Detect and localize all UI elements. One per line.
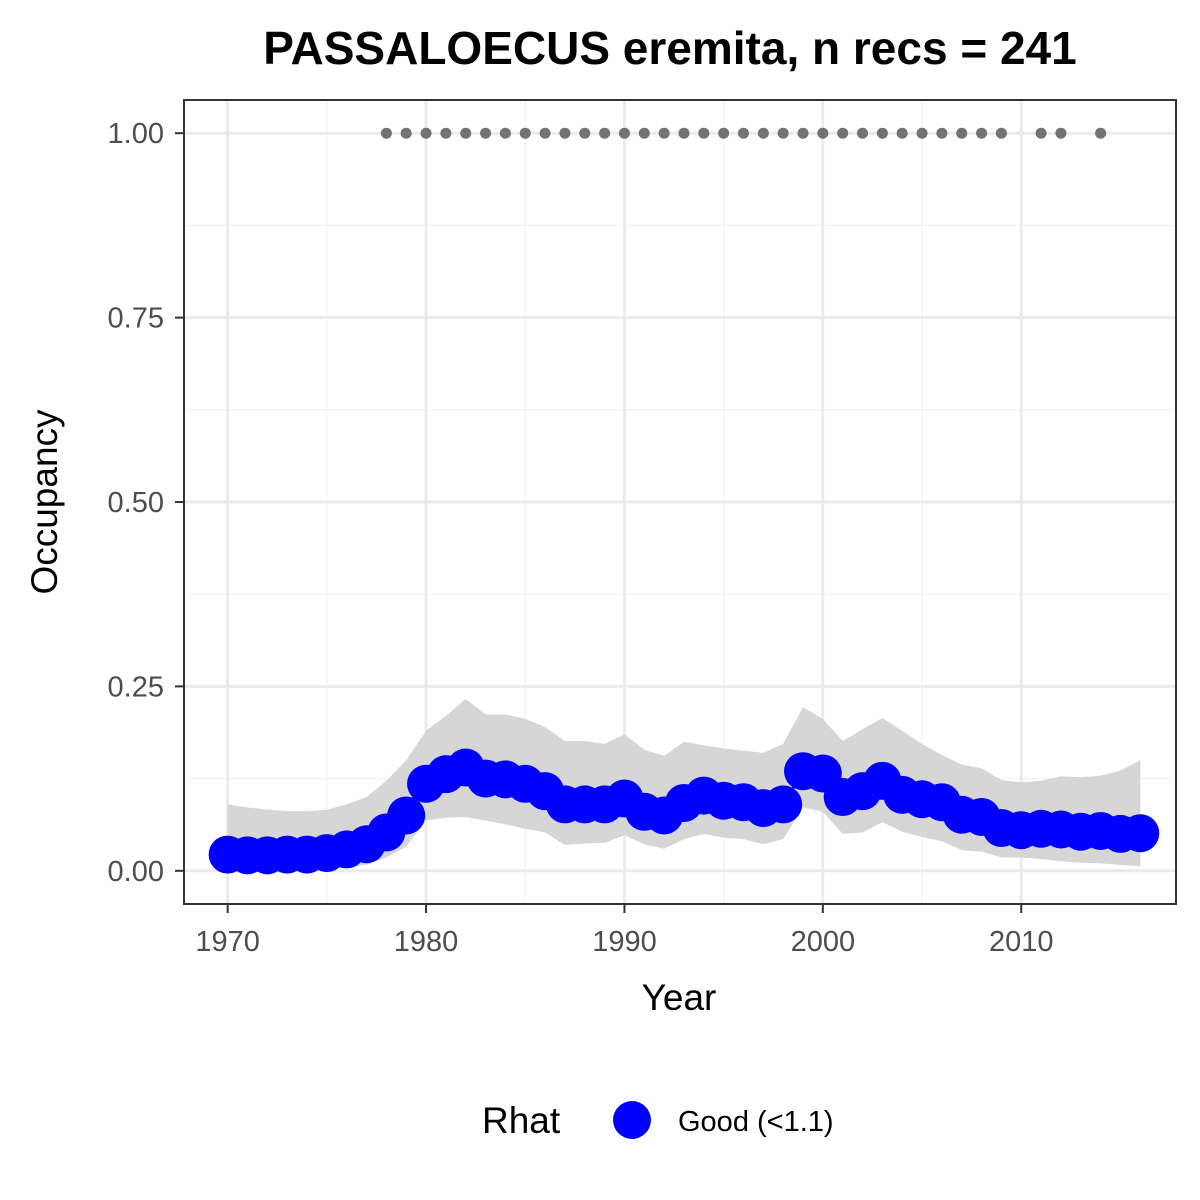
record-year-point <box>519 127 531 139</box>
credible-interval-ribbon <box>227 698 1141 869</box>
x-tick-label: 1990 <box>592 926 657 958</box>
record-year-point <box>698 127 710 139</box>
record-year-point <box>400 127 412 139</box>
record-year-point <box>817 127 829 139</box>
x-tick-label: 2010 <box>989 926 1054 958</box>
record-year-point <box>976 127 988 139</box>
plot-panel: 0.00 0.25 0.50 0.75 1.00 1970 1980 1990 2000 2010 <box>108 99 1177 958</box>
record-year-point <box>638 127 650 139</box>
record-year-point <box>936 127 948 139</box>
record-year-point <box>618 127 630 139</box>
record-year-point <box>658 127 670 139</box>
record-year-point <box>916 127 928 139</box>
y-tick-label: 1.00 <box>108 118 164 150</box>
x-tick-label: 2000 <box>791 926 856 958</box>
legend-key-good <box>613 1101 651 1139</box>
x-tick-label: 1970 <box>195 926 260 958</box>
y-tick-label: 0.00 <box>108 856 164 888</box>
record-year-point <box>837 127 849 139</box>
record-year-point <box>599 127 611 139</box>
record-year-point <box>440 127 452 139</box>
record-year-point <box>559 127 571 139</box>
y-tick-label: 0.50 <box>108 487 164 519</box>
x-tick-label: 1980 <box>394 926 459 958</box>
record-year-point <box>1055 127 1067 139</box>
record-year-point <box>797 127 809 139</box>
occupancy-point <box>1121 814 1160 853</box>
x-axis-title: Year <box>642 977 717 1018</box>
y-axis-title: Occupancy <box>24 409 65 595</box>
record-year-point <box>499 127 511 139</box>
record-year-point <box>757 127 769 139</box>
record-year-point <box>956 127 968 139</box>
record-year-point <box>480 127 492 139</box>
y-tick-label: 0.25 <box>108 671 164 703</box>
y-tick-label: 0.75 <box>108 303 164 335</box>
occupancy-point <box>764 785 803 824</box>
legend-label-good: Good (<1.1) <box>678 1106 834 1138</box>
record-year-point <box>579 127 591 139</box>
record-year-point <box>737 127 749 139</box>
record-year-point <box>1035 127 1047 139</box>
record-year-point <box>857 127 869 139</box>
legend: Rhat Good (<1.1) <box>482 1100 834 1141</box>
chart-title: PASSALOECUS eremita, n recs = 241 <box>263 22 1076 74</box>
record-year-point <box>1095 127 1107 139</box>
record-year-point <box>995 127 1007 139</box>
record-year-point <box>718 127 730 139</box>
record-year-point <box>876 127 888 139</box>
occupancy-point <box>387 796 426 835</box>
record-year-point <box>777 127 789 139</box>
record-year-point <box>380 127 392 139</box>
record-year-point <box>420 127 432 139</box>
legend-title: Rhat <box>482 1100 561 1141</box>
record-year-point <box>678 127 690 139</box>
record-year-point <box>896 127 908 139</box>
record-year-point <box>539 127 551 139</box>
record-year-point <box>460 127 472 139</box>
